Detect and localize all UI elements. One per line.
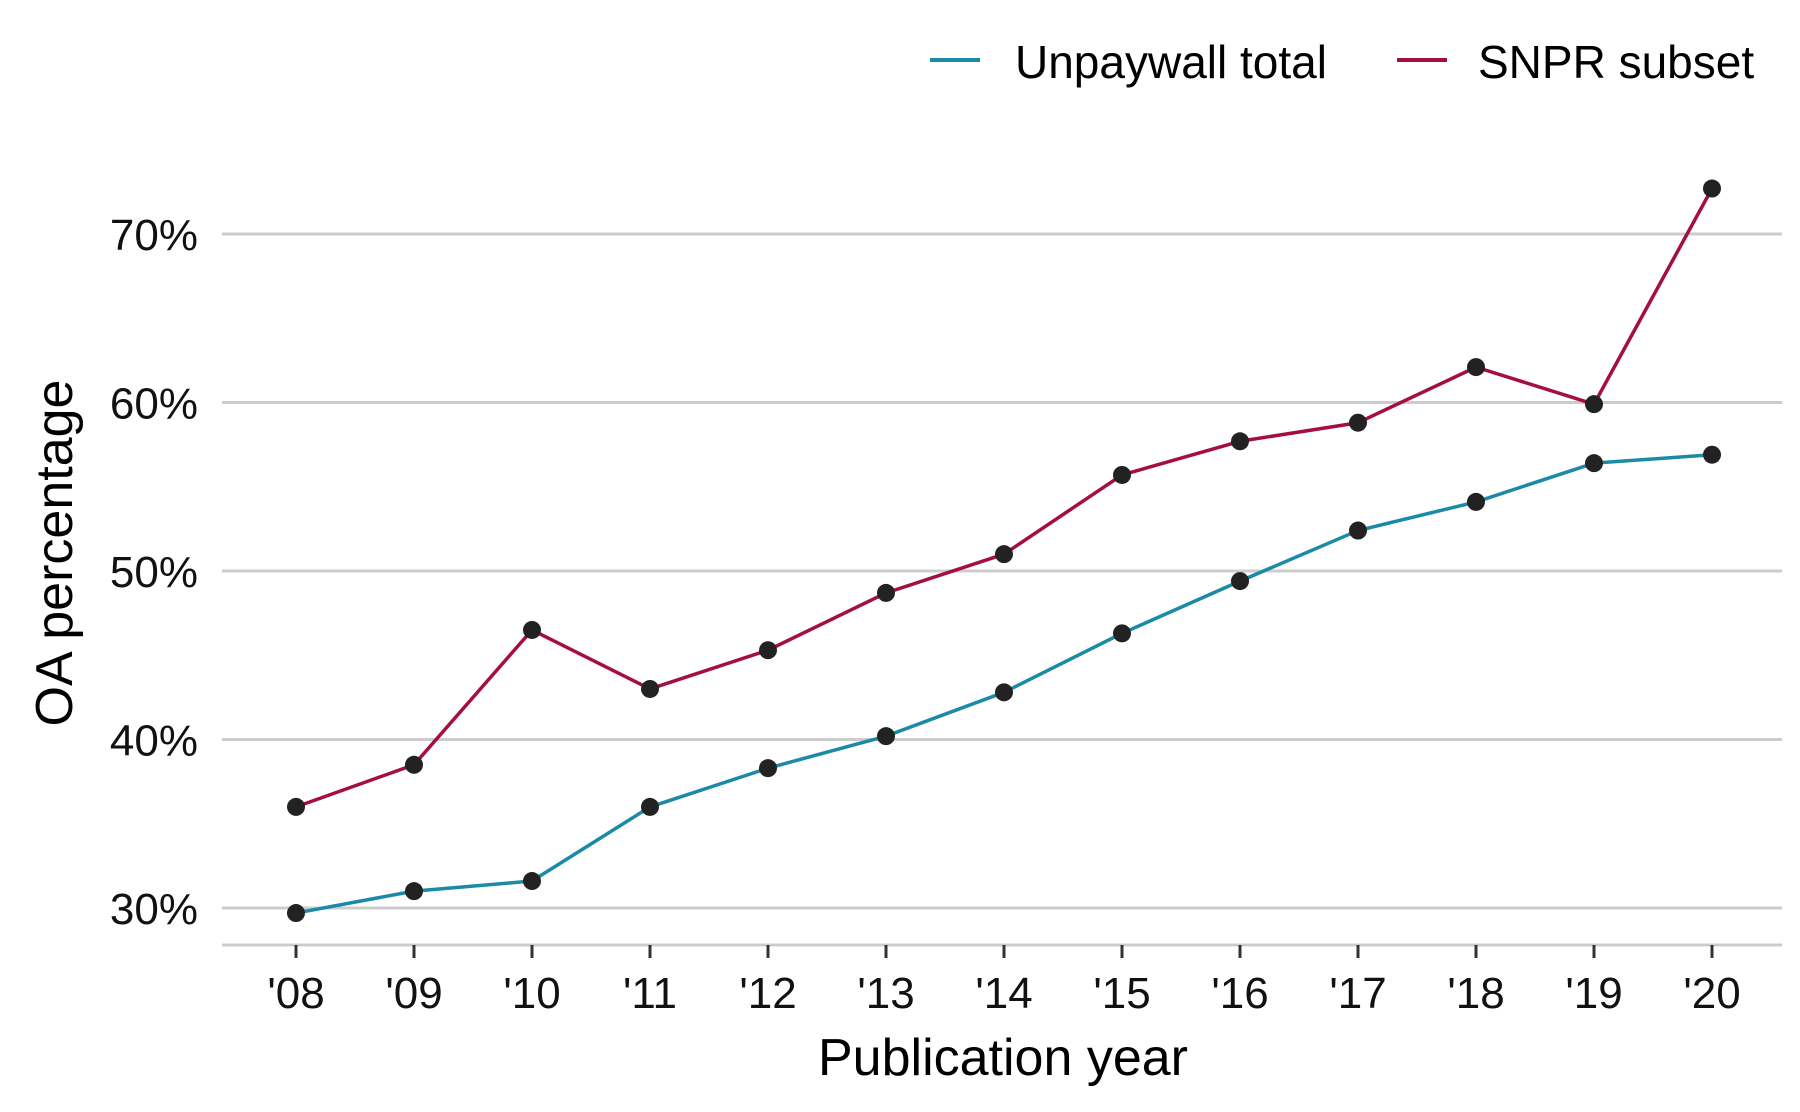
data-point (405, 882, 423, 900)
legend: Unpaywall total SNPR subset (930, 36, 1754, 88)
y-tick-label: 40% (110, 717, 198, 766)
data-point (1113, 624, 1131, 642)
x-tick-label: '19 (1565, 969, 1622, 1018)
x-tick-label: '14 (975, 969, 1032, 1018)
data-point (877, 727, 895, 745)
x-tick-label: '08 (267, 969, 324, 1018)
data-point (1231, 572, 1249, 590)
data-point (759, 641, 777, 659)
legend-label-unpaywall: Unpaywall total (1015, 36, 1327, 88)
data-point (1703, 446, 1721, 464)
x-tick-label: '13 (857, 969, 914, 1018)
data-point (1703, 180, 1721, 198)
data-point (1113, 466, 1131, 484)
series-points (287, 180, 1721, 923)
gridlines (222, 234, 1782, 908)
data-point (995, 545, 1013, 563)
data-point (1585, 454, 1603, 472)
data-point (1585, 395, 1603, 413)
y-axis-ticks: 30% 40% 50% 60% 70% (110, 211, 198, 934)
data-point (1467, 358, 1485, 376)
x-tick-label: '20 (1683, 969, 1740, 1018)
data-point (405, 756, 423, 774)
data-point (995, 683, 1013, 701)
y-tick-label: 50% (110, 548, 198, 597)
x-tick-label: '11 (623, 969, 677, 1018)
x-tick-label: '10 (503, 969, 560, 1018)
data-point (1231, 432, 1249, 450)
data-point (877, 584, 895, 602)
data-point (1349, 414, 1367, 432)
data-point (1467, 493, 1485, 511)
y-tick-label: 30% (110, 885, 198, 934)
y-axis-title: OA percentage (26, 380, 84, 727)
series-line-1 (296, 189, 1712, 807)
data-point (641, 680, 659, 698)
x-axis-title: Publication year (818, 1029, 1188, 1087)
x-axis-ticks: '08 '09 '10 '11 '12 '13 '14 '15 '16 '17 '18 '19 '20 (267, 945, 1740, 1018)
data-point (287, 798, 305, 816)
data-point (523, 621, 541, 639)
x-tick-label: '16 (1211, 969, 1268, 1018)
x-tick-label: '18 (1447, 969, 1504, 1018)
x-tick-label: '15 (1093, 969, 1150, 1018)
data-point (759, 759, 777, 777)
y-tick-label: 60% (110, 380, 198, 429)
y-tick-label: 70% (110, 211, 198, 260)
x-tick-label: '12 (739, 969, 796, 1018)
x-tick-label: '17 (1329, 969, 1386, 1018)
data-point (523, 872, 541, 890)
data-point (641, 798, 659, 816)
data-point (287, 904, 305, 922)
data-point (1349, 522, 1367, 540)
legend-label-snpr: SNPR subset (1478, 36, 1754, 88)
x-tick-label: '09 (385, 969, 442, 1018)
